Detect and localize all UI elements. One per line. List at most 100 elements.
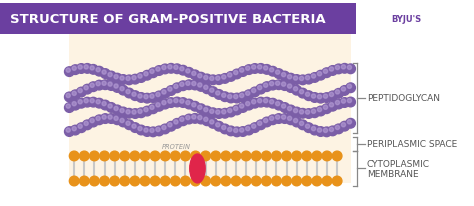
Circle shape [328,92,337,101]
Circle shape [137,126,146,135]
Circle shape [174,66,178,70]
Circle shape [246,102,250,106]
Circle shape [264,99,268,103]
Circle shape [108,73,112,77]
Circle shape [250,123,260,133]
Circle shape [192,72,196,76]
Circle shape [160,89,170,99]
Circle shape [160,151,170,161]
Circle shape [137,73,146,83]
Circle shape [286,106,296,115]
Circle shape [322,104,331,114]
Circle shape [166,86,176,96]
Circle shape [130,151,140,161]
Circle shape [71,66,80,75]
Circle shape [262,98,272,108]
Circle shape [166,98,176,108]
Circle shape [234,107,238,111]
Circle shape [316,107,326,116]
Circle shape [347,85,352,89]
Circle shape [280,103,290,113]
Circle shape [138,127,142,131]
Circle shape [82,121,92,130]
Circle shape [82,85,92,95]
Circle shape [108,83,112,87]
Circle shape [210,120,214,124]
Circle shape [302,151,311,161]
Circle shape [192,103,196,107]
Circle shape [102,71,106,75]
Circle shape [341,66,346,70]
Circle shape [196,104,206,114]
Circle shape [262,151,271,161]
Circle shape [178,66,188,76]
Circle shape [108,115,112,120]
Circle shape [112,115,122,125]
Circle shape [204,76,208,80]
Circle shape [231,151,241,161]
Circle shape [328,102,337,111]
Circle shape [240,104,244,109]
Circle shape [228,128,232,132]
Circle shape [148,127,158,137]
Circle shape [335,90,339,95]
Circle shape [332,151,342,161]
Circle shape [90,151,99,161]
Circle shape [84,66,88,70]
Circle shape [150,70,154,74]
Circle shape [329,68,334,72]
Circle shape [274,114,283,124]
Circle shape [304,91,313,101]
Circle shape [201,151,210,161]
Circle shape [234,95,238,99]
Circle shape [220,109,230,118]
Circle shape [322,176,332,186]
Circle shape [232,70,242,79]
Circle shape [160,124,170,134]
Circle shape [234,71,238,75]
Circle shape [292,176,301,186]
Circle shape [142,94,152,103]
Circle shape [160,100,170,109]
Circle shape [100,101,110,110]
Circle shape [323,106,328,110]
Circle shape [335,66,339,70]
Circle shape [100,176,109,186]
Bar [356,4,456,34]
Circle shape [293,109,298,113]
Circle shape [148,104,158,114]
Circle shape [329,103,334,107]
Circle shape [282,176,292,186]
Circle shape [300,90,304,94]
Circle shape [257,86,262,90]
Circle shape [126,122,130,126]
Circle shape [293,77,298,81]
Circle shape [316,71,326,81]
Circle shape [80,151,89,161]
Circle shape [311,95,316,99]
Circle shape [150,95,154,99]
Circle shape [216,91,220,96]
Circle shape [280,114,290,124]
Circle shape [162,126,166,130]
Circle shape [304,75,313,84]
Circle shape [268,81,278,90]
Circle shape [142,127,152,137]
Circle shape [272,176,281,186]
Circle shape [274,101,283,110]
Circle shape [298,109,308,118]
Circle shape [172,119,182,129]
Circle shape [96,100,100,104]
Circle shape [252,89,256,93]
Text: PERIPLASMIC SPACE: PERIPLASMIC SPACE [367,140,457,149]
Circle shape [220,74,230,84]
Circle shape [222,110,226,114]
Circle shape [130,123,140,133]
Circle shape [241,151,251,161]
Circle shape [124,109,134,118]
Circle shape [250,99,260,109]
Circle shape [94,81,104,90]
Circle shape [246,67,250,71]
Circle shape [318,72,322,76]
Circle shape [166,122,176,131]
